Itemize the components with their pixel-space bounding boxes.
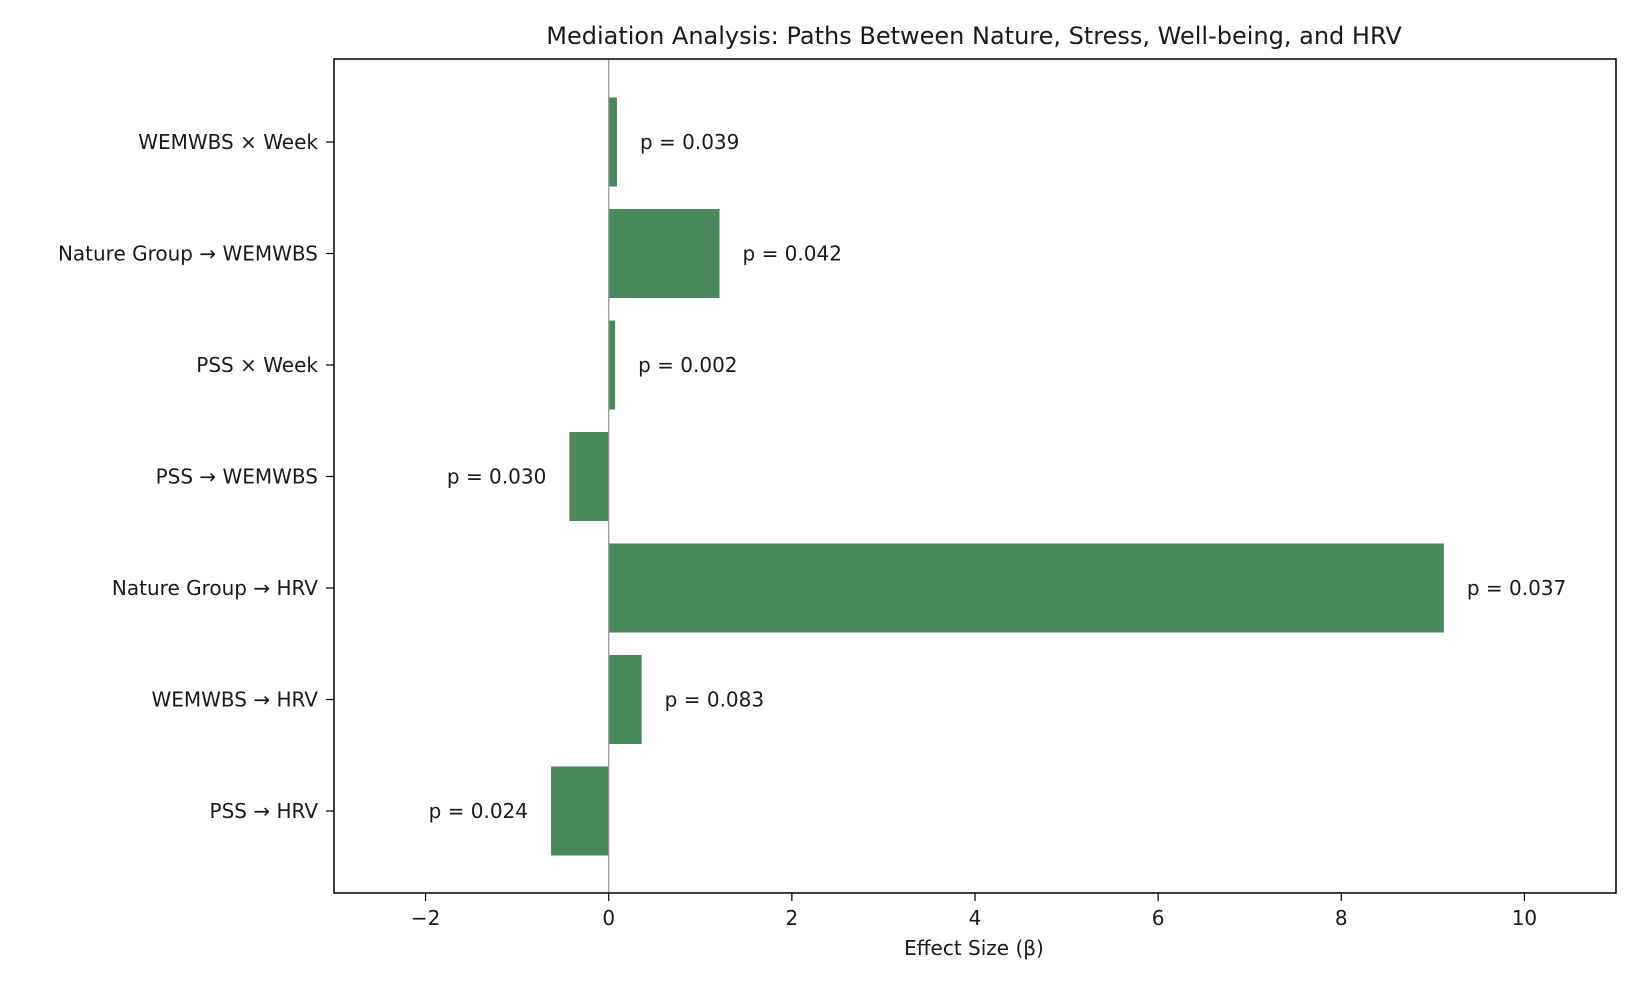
bars-layer bbox=[551, 97, 1444, 856]
y-tick-label: WEMWBS × Week bbox=[138, 130, 318, 154]
y-tick-label: Nature Group → WEMWBS bbox=[58, 242, 318, 266]
x-tick-label: 10 bbox=[1512, 906, 1537, 930]
y-tick-label: PSS → HRV bbox=[210, 799, 319, 823]
x-axis-label: Effect Size (β) bbox=[904, 936, 1044, 960]
y-tick-label: WEMWBS → HRV bbox=[151, 688, 318, 712]
data-label: p = 0.030 bbox=[447, 465, 546, 489]
bar bbox=[608, 209, 720, 298]
y-tick-label: PSS → WEMWBS bbox=[156, 465, 318, 489]
data-label: p = 0.042 bbox=[743, 242, 842, 266]
data-labels: p = 0.024 p = 0.083 p = 0.037 p = 0.030 p = … bbox=[429, 130, 1567, 823]
x-tick-label: 4 bbox=[969, 906, 982, 930]
data-label: p = 0.024 bbox=[429, 799, 528, 823]
chart-title: Mediation Analysis: Paths Between Nature… bbox=[546, 22, 1402, 50]
x-tick-label: 6 bbox=[1152, 906, 1165, 930]
bar bbox=[608, 655, 642, 744]
x-tick-label: 8 bbox=[1335, 906, 1348, 930]
y-tick-label: Nature Group → HRV bbox=[112, 576, 318, 600]
data-label: p = 0.083 bbox=[665, 688, 764, 712]
x-axis: −2 0 2 4 6 8 10 bbox=[411, 893, 1537, 930]
bar bbox=[569, 432, 609, 521]
bar bbox=[608, 97, 617, 187]
bar bbox=[608, 320, 616, 410]
data-label: p = 0.002 bbox=[638, 353, 737, 377]
data-label: p = 0.037 bbox=[1467, 576, 1566, 600]
x-tick-label: 0 bbox=[602, 906, 615, 930]
bar bbox=[551, 766, 609, 856]
y-tick-label: PSS × Week bbox=[196, 353, 318, 377]
data-label: p = 0.039 bbox=[640, 130, 739, 154]
bar bbox=[608, 543, 1444, 633]
y-axis: PSS → HRV WEMWBS → HRV Nature Group → HRV P… bbox=[58, 130, 334, 823]
x-tick-label: −2 bbox=[411, 906, 440, 930]
x-tick-label: 2 bbox=[785, 906, 798, 930]
